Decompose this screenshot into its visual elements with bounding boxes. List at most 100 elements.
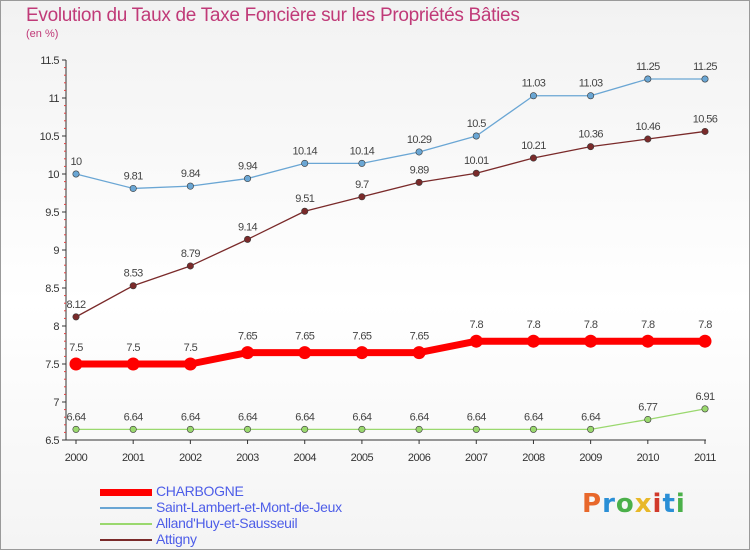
data-label: 6.64: [352, 411, 371, 423]
data-label: 7.8: [584, 319, 598, 331]
data-label: 6.64: [467, 411, 486, 423]
data-point: [244, 425, 252, 433]
data-label: 10.5: [467, 118, 486, 130]
y-tick-label: 10.5: [40, 131, 60, 143]
x-tick-label: 2009: [579, 452, 602, 464]
data-point: [72, 170, 80, 178]
data-label: 11.03: [522, 78, 546, 90]
legend-label: Saint-Lambert-et-Mont-de-Jeux: [156, 499, 342, 515]
data-label: 7.65: [295, 331, 314, 343]
data-point: [415, 178, 423, 186]
data-label: 6.64: [524, 411, 543, 423]
data-label: 10.29: [407, 134, 432, 146]
data-point: [244, 175, 252, 183]
data-label: 10.56: [693, 113, 718, 125]
data-point: [644, 75, 652, 83]
data-label: 7.8: [470, 319, 484, 331]
data-point: [587, 92, 595, 100]
data-label: 9.84: [181, 168, 200, 180]
data-point: [355, 346, 369, 360]
y-tick-label: 7.5: [45, 359, 59, 371]
data-point: [472, 169, 480, 177]
y-tick-label: 7: [53, 397, 59, 409]
data-label: 7.5: [184, 342, 198, 354]
data-point: [526, 334, 540, 348]
data-label: 6.64: [124, 411, 143, 423]
data-label: 9.14: [238, 221, 257, 233]
chart-unit-label: (en %): [26, 28, 59, 40]
x-tick-label: 2000: [65, 452, 88, 464]
legend-swatch: [100, 488, 152, 496]
data-point: [244, 235, 252, 243]
x-tick-label: 2008: [522, 452, 545, 464]
data-point: [72, 425, 80, 433]
data-label: 6.64: [238, 411, 257, 423]
y-tick-label: 9.5: [45, 207, 59, 219]
x-tick-label: 2002: [179, 452, 202, 464]
data-point: [358, 425, 366, 433]
y-tick-label: 6.5: [45, 435, 59, 447]
data-label: 9.94: [238, 161, 257, 173]
data-label: 10.46: [636, 121, 661, 133]
data-point: [241, 346, 255, 360]
legend-swatch: [100, 507, 152, 509]
data-point: [126, 357, 140, 371]
data-label: 11.25: [636, 61, 660, 73]
data-label: 7.5: [126, 342, 140, 354]
y-tick-label: 9: [53, 245, 59, 257]
data-point: [183, 357, 197, 371]
data-label: 8.12: [66, 299, 85, 311]
data-label: 10: [70, 156, 82, 168]
y-tick-label: 11.5: [40, 55, 59, 67]
data-label: 6.77: [638, 401, 657, 413]
x-tick-label: 2011: [694, 452, 716, 464]
data-label: 8.79: [181, 248, 200, 260]
data-point: [701, 75, 709, 83]
data-point: [415, 425, 423, 433]
x-tick-label: 2006: [408, 452, 431, 464]
x-tick-label: 2001: [122, 452, 145, 464]
data-point: [587, 425, 595, 433]
data-label: 6.64: [181, 411, 200, 423]
data-label: 6.64: [295, 411, 314, 423]
data-label: 10.14: [350, 145, 375, 157]
x-tick-label: 2003: [236, 452, 259, 464]
data-point: [641, 334, 655, 348]
data-point: [301, 207, 309, 215]
series-line-0: [76, 337, 705, 368]
data-point: [584, 334, 598, 348]
data-label: 9.89: [410, 164, 429, 176]
data-point: [469, 334, 483, 348]
legend-label: Alland'Huy-et-Sausseuil: [156, 515, 298, 531]
data-point: [72, 313, 80, 321]
data-label: 8.53: [124, 268, 143, 280]
data-point: [69, 357, 83, 371]
data-label: 7.65: [238, 331, 257, 343]
chart-title: Evolution du Taux de Taxe Foncière sur l…: [26, 5, 520, 26]
data-point: [301, 159, 309, 167]
data-point: [529, 425, 537, 433]
x-tick-label: 2010: [637, 452, 660, 464]
data-label: 7.8: [698, 319, 712, 331]
data-point: [186, 262, 194, 270]
legend-label: CHARBOGNE: [156, 483, 244, 499]
x-tick-label: 2004: [293, 452, 316, 464]
data-point: [129, 282, 137, 290]
data-label: 10.01: [464, 155, 489, 167]
legend-swatch: [100, 539, 152, 541]
x-tick-label: 2007: [465, 452, 488, 464]
series-line-1: [75, 78, 705, 190]
data-point: [472, 132, 480, 140]
data-label: 6.91: [695, 391, 714, 403]
data-label: 6.64: [66, 411, 85, 423]
data-label: 7.8: [641, 319, 655, 331]
data-point: [587, 143, 595, 151]
data-point: [186, 182, 194, 190]
data-point: [472, 425, 480, 433]
legend-label: Attigny: [156, 531, 197, 547]
data-label: 6.64: [410, 411, 429, 423]
data-point: [298, 346, 312, 360]
series-line-3: [75, 130, 706, 318]
